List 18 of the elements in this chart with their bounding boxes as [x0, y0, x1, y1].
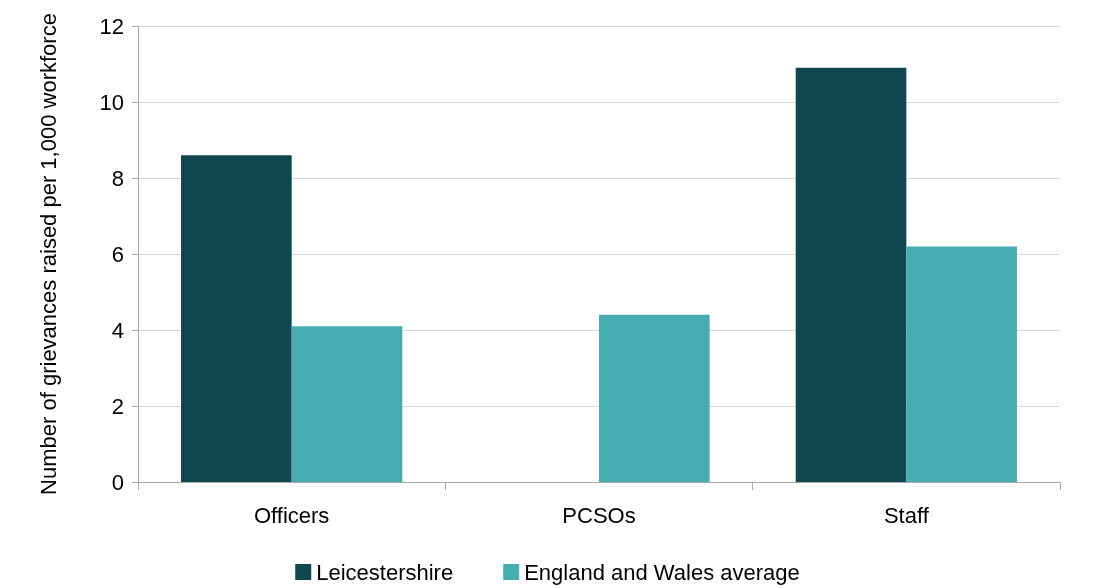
y-tick-label: 12 [99, 13, 124, 39]
legend-label: Leicestershire [316, 559, 454, 585]
bar [906, 246, 1017, 482]
y-axis-title: Number of grievances raised per 1,000 workforce [35, 13, 61, 495]
y-tick-label: 2 [111, 393, 124, 419]
y-tick-label: 8 [111, 165, 124, 191]
y-tick-label: 10 [99, 89, 124, 115]
bar [291, 326, 403, 482]
x-tick-label: Officers [253, 502, 330, 528]
y-tick-label: 0 [111, 469, 124, 495]
x-tick-label: PCSOs [562, 502, 636, 528]
x-tick-label: Staff [883, 502, 930, 528]
legend-label: England and Wales average [524, 559, 800, 585]
y-tick-label: 4 [111, 317, 124, 343]
bar [181, 155, 292, 482]
bar [599, 314, 710, 482]
y-tick-label: 6 [111, 241, 124, 267]
bar [795, 67, 907, 482]
